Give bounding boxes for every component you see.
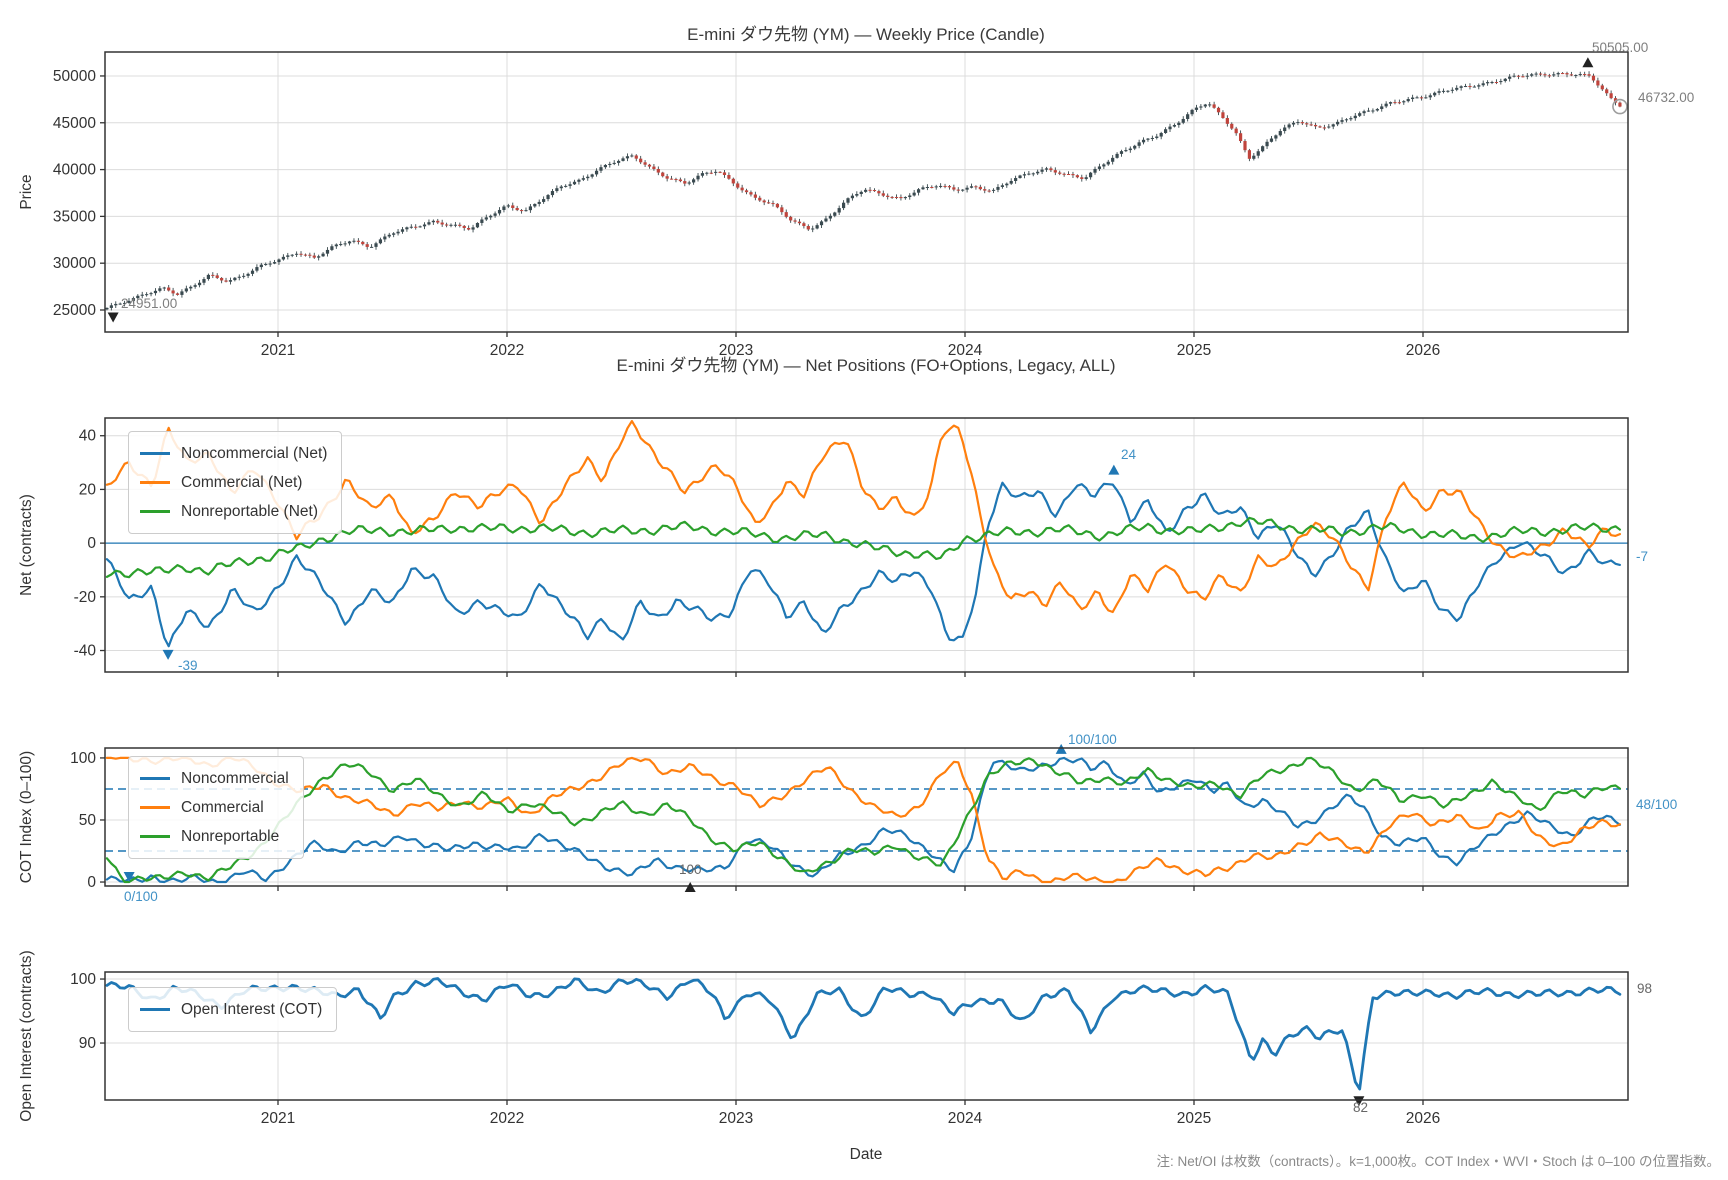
oi-min-annotation: 82 [1353,1100,1369,1115]
svg-text:2023: 2023 [719,342,753,359]
svg-text:30000: 30000 [53,255,96,272]
net-positions-chart-title: E-mini ダウ先物 (YM) — Net Positions (FO+Opt… [616,356,1116,375]
svg-text:0: 0 [87,535,96,552]
legend-label: Open Interest (COT) [181,1000,323,1018]
oi-max-annotation: 100 [679,862,702,877]
legend-label: Commercial [181,798,264,816]
svg-text:25000: 25000 [53,302,96,319]
svg-text:-20: -20 [74,589,97,606]
net-max-annotation: 24 [1121,447,1137,462]
legend-label: Noncommercial (Net) [181,444,328,462]
net-min-annotation: -39 [178,658,198,673]
open-interest-axis-label: Open Interest (contracts) [18,950,35,1122]
price-chart-title: E-mini ダウ先物 (YM) — Weekly Price (Candle) [687,25,1045,44]
svg-text:0: 0 [87,874,96,891]
cot-index-axis-label: COT Index (0–100) [18,750,35,884]
price-axis-label: Price [18,174,35,210]
price-last-annotation: 46732.00 [1638,90,1695,105]
plot-area-net [105,418,1628,672]
plot-area-price [105,52,1628,332]
line-swatch-icon [140,481,170,484]
svg-text:2025: 2025 [1177,342,1211,359]
svg-text:45000: 45000 [53,115,96,132]
svg-text:2021: 2021 [261,1110,295,1127]
legend-label: Commercial (Net) [181,473,303,491]
net-axis-label: Net (contracts) [18,494,35,596]
svg-text:50000: 50000 [53,68,96,85]
legend-label: Nonreportable (Net) [181,502,318,520]
svg-text:2024: 2024 [948,1110,983,1127]
legend-label: Noncommercial [181,769,289,787]
svg-text:-40: -40 [74,643,97,660]
line-swatch-icon [140,452,170,455]
cot-last-annotation: 48/100 [1636,797,1678,812]
line-swatch-icon [140,510,170,513]
legend-item-nonreportable: Nonreportable [140,822,289,851]
line-swatch-icon [140,806,170,809]
price-high-annotation: 50505.00 [1592,40,1649,55]
svg-text:20: 20 [79,481,97,498]
plot-area-cot [105,748,1628,886]
net-positions-legend: Noncommercial (Net) Commercial (Net) Non… [128,431,343,534]
oi-last-annotation: 98 [1637,981,1653,996]
svg-text:2025: 2025 [1177,1110,1211,1127]
cot-min-annotation: 0/100 [124,889,158,904]
legend-item-open-interest: Open Interest (COT) [140,995,322,1024]
line-swatch-icon [140,1008,170,1011]
price-low-annotation: 24951.00 [121,296,178,311]
legend-item-commercial: Commercial [140,793,289,822]
svg-text:2026: 2026 [1406,342,1440,359]
legend-item-nonreportable-net: Nonreportable (Net) [140,497,327,526]
legend-item-noncommercial-net: Noncommercial (Net) [140,439,327,468]
date-axis-label: Date [849,1146,883,1163]
cot-max-annotation: 100/100 [1068,732,1117,747]
line-swatch-icon [140,777,170,780]
svg-text:100: 100 [70,971,96,988]
svg-text:2022: 2022 [490,342,524,359]
svg-text:2024: 2024 [948,342,983,359]
svg-text:2023: 2023 [719,1110,753,1127]
line-swatch-icon [140,835,170,838]
plot-area-oi [105,972,1628,1100]
net-last-annotation: -7 [1636,549,1649,564]
svg-text:2021: 2021 [261,342,295,359]
cot-index-legend: Noncommercial Commercial Nonreportable [128,756,304,859]
svg-text:100: 100 [70,750,96,767]
svg-text:2026: 2026 [1406,1110,1440,1127]
svg-text:2022: 2022 [490,1110,524,1127]
svg-text:90: 90 [79,1035,97,1052]
open-interest-legend: Open Interest (COT) [128,987,338,1032]
svg-text:50: 50 [79,812,97,829]
legend-item-commercial-net: Commercial (Net) [140,468,327,497]
legend-item-noncommercial: Noncommercial [140,764,289,793]
legend-label: Nonreportable [181,827,280,845]
svg-text:40: 40 [79,428,97,445]
footnote: 注: Net/OI は枚数（contracts）。k=1,000枚。COT In… [1156,1154,1720,1169]
svg-text:40000: 40000 [53,162,96,179]
svg-text:35000: 35000 [53,208,96,225]
